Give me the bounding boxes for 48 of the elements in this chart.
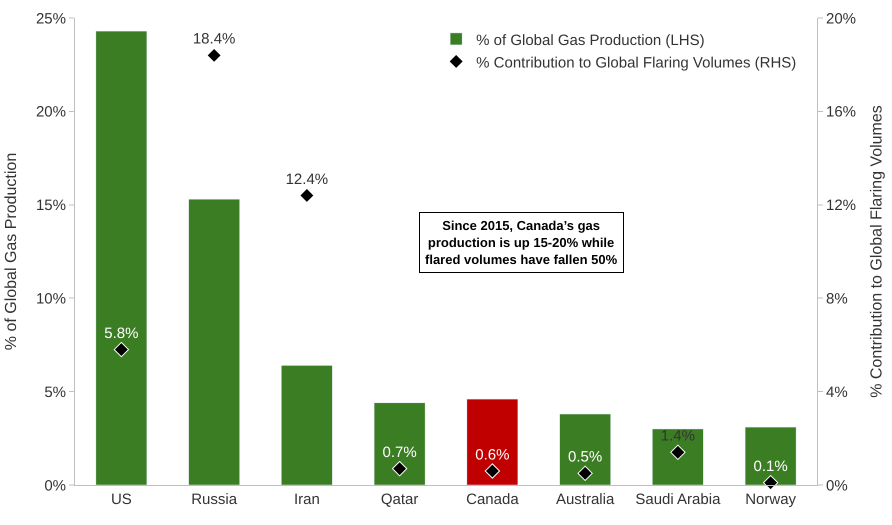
y2-tick-label: 0%: [826, 477, 848, 494]
x-tick-label: Australia: [556, 491, 615, 508]
data-label: 0.1%: [754, 458, 788, 476]
bar: [188, 198, 240, 485]
point: [577, 466, 593, 481]
bar: [466, 398, 518, 485]
data-label: 18.4%: [192, 30, 236, 48]
bar: [96, 30, 148, 485]
point: [392, 461, 408, 476]
x-tick-label: Saudi Arabia: [635, 491, 722, 508]
y-tick-label: 10%: [36, 290, 66, 308]
data-label: 12.4%: [286, 170, 328, 188]
y-tick-label: 5%: [44, 384, 66, 401]
bar: [744, 426, 796, 485]
x-tick-label: Russia: [191, 491, 238, 508]
x-tick-label: Canada: [466, 491, 520, 508]
point: [206, 48, 222, 64]
point: [762, 475, 778, 490]
data-label: 0.6%: [475, 446, 510, 464]
bar: [281, 365, 333, 485]
bar: [652, 428, 704, 485]
bar: [559, 414, 611, 485]
x-tick-label: Qatar: [380, 491, 418, 508]
y-tick-label: 0%: [44, 477, 66, 494]
y2-tick-label: 16%: [826, 104, 856, 121]
y2-axis-title: % Contribution to Global Flaring Volumes: [868, 105, 886, 398]
data-label: 0.5%: [568, 448, 602, 466]
x-tick-label: Iran: [294, 491, 320, 508]
legend-label: % of Global Gas Production (LHS): [476, 32, 705, 49]
y2-tick-label: 12%: [826, 197, 856, 214]
legend-label: % Contribution to Global Flaring Volumes (RHS): [476, 54, 796, 72]
data-label: 0.7%: [382, 444, 417, 462]
y-tick-label: 20%: [36, 104, 66, 121]
x-tick-label: US: [110, 491, 132, 508]
y-tick-label: 15%: [36, 197, 66, 214]
y2-tick-label: 8%: [826, 290, 848, 308]
point: [484, 463, 500, 479]
y-axis-title: % of Global Gas Production: [2, 152, 20, 350]
data-label: 5.8%: [104, 324, 138, 342]
annotation: Since 2015, Canada’s gas production is up 15-20% while flared volumes have fallen 50%: [425, 218, 618, 267]
y2-tick-label: 4%: [826, 384, 848, 401]
y-tick-label: 25%: [36, 10, 66, 28]
y2-tick-label: 20%: [826, 10, 856, 28]
data-label: 1.4%: [660, 428, 695, 445]
bar: [374, 402, 426, 485]
x-tick-label: Norway: [745, 491, 797, 508]
point: [299, 188, 315, 204]
point: [114, 342, 130, 358]
